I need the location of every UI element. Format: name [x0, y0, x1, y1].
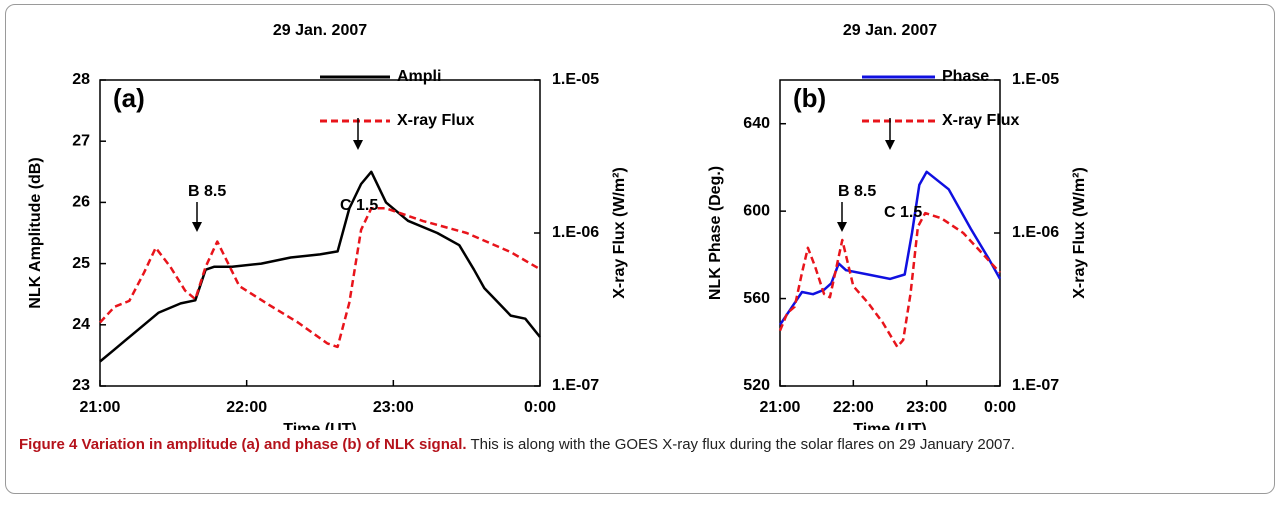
panel-label: (a): [113, 83, 145, 113]
y-tick-label: 27: [72, 132, 90, 149]
y-tick-label: 520: [743, 377, 770, 394]
y2-tick-label: 1.E-05: [552, 71, 599, 88]
legend-label: X-ray Flux: [397, 112, 474, 129]
y-tick-label: 26: [72, 194, 90, 211]
y2-axis-label: X-ray Flux (W/m²): [1071, 167, 1088, 299]
x-tick-label: 22:00: [833, 399, 874, 416]
y-tick-label: 25: [72, 255, 90, 272]
annotation-arrowhead: [353, 140, 363, 150]
legend-label: X-ray Flux: [942, 112, 1019, 129]
y-tick-label: 23: [72, 377, 90, 394]
annotation-arrowhead: [837, 222, 847, 232]
series-line: [778, 211, 1001, 349]
annotation-arrowhead: [885, 140, 895, 150]
y-tick-label: 600: [743, 202, 770, 219]
annotation: C 1.5: [340, 197, 378, 214]
chart-title: 29 Jan. 2007: [843, 22, 937, 39]
y-tick-label: 560: [743, 290, 770, 307]
annotation: B 8.5: [838, 183, 876, 200]
x-axis-label: Time (UT): [283, 421, 356, 430]
chart: 29 Jan. 2007 (a) 23 24 25 26 27 28 1.E-07 1.E-06 1…: [27, 22, 1088, 430]
caption: Figure 4 Variation in amplitude (a) and …: [19, 433, 1249, 457]
y2-tick-label: 1.E-07: [552, 377, 599, 394]
legend-label: Phase: [942, 68, 989, 85]
series-line: [99, 170, 541, 363]
y-tick-label: 24: [72, 316, 90, 333]
legend-label: Ampli: [397, 68, 441, 85]
series-line: [778, 170, 1002, 326]
x-tick-label: 23:00: [373, 399, 414, 416]
y2-tick-label: 1.E-06: [552, 224, 599, 241]
y2-tick-label: 1.E-06: [1012, 224, 1059, 241]
y-axis-label: NLK Amplitude (dB): [27, 157, 44, 308]
caption-title: Figure 4 Variation in amplitude (a) and …: [19, 436, 467, 453]
annotation: C 1.5: [884, 204, 922, 221]
caption-text: This is along with the GOES X-ray flux d…: [470, 436, 1015, 453]
y2-tick-label: 1.E-07: [1012, 377, 1059, 394]
series-line: [99, 207, 541, 349]
x-tick-label: 0:00: [524, 399, 556, 416]
x-tick-label: 21:00: [80, 399, 121, 416]
x-axis-label: Time (UT): [853, 421, 926, 430]
y-tick-label: 28: [72, 71, 90, 88]
figure-frame: [5, 4, 1275, 494]
y-tick-label: 640: [743, 115, 770, 132]
chart-title: 29 Jan. 2007: [273, 22, 367, 39]
y-axis-label: NLK Phase (Deg.): [707, 166, 724, 300]
x-tick-label: 22:00: [226, 399, 267, 416]
y2-axis-label: X-ray Flux (W/m²): [611, 167, 628, 299]
annotation: B 8.5: [188, 183, 226, 200]
x-tick-label: 23:00: [906, 399, 947, 416]
panel-label: (b): [793, 83, 826, 113]
x-tick-label: 0:00: [984, 399, 1016, 416]
annotation-arrowhead: [192, 222, 202, 232]
y2-tick-label: 1.E-05: [1012, 71, 1059, 88]
x-tick-label: 21:00: [760, 399, 801, 416]
